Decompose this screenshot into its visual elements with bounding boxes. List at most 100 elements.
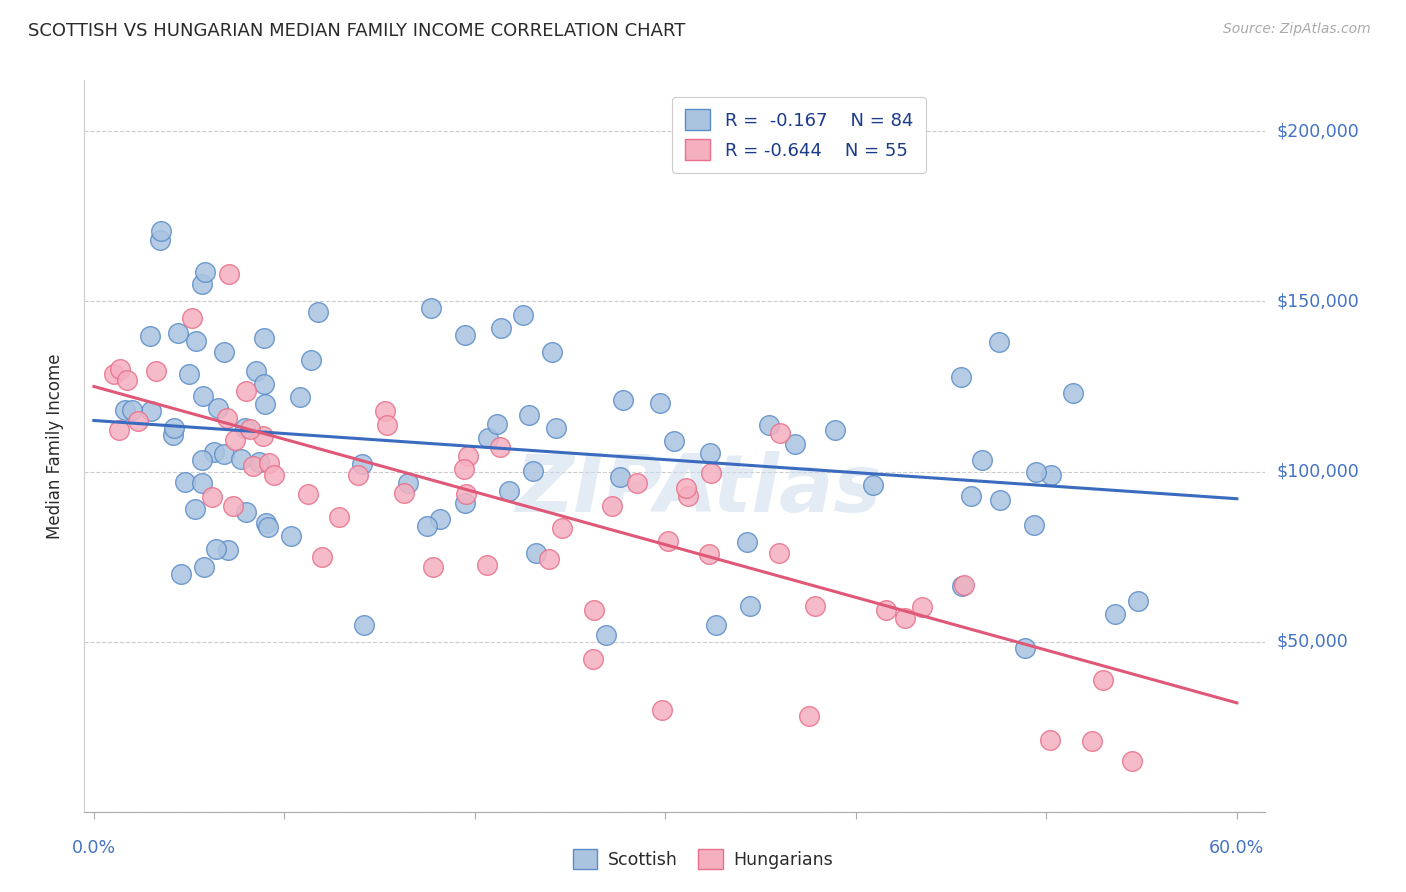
Point [676, 489, 699, 503]
Point [1024, 517, 1046, 532]
Point [215, 411, 238, 425]
Point [657, 533, 679, 548]
Point [422, 560, 444, 574]
Point [1040, 468, 1063, 483]
Point [242, 459, 264, 474]
Point [201, 491, 224, 505]
Point [911, 600, 934, 615]
Point [477, 432, 499, 446]
Point [194, 265, 217, 279]
Point [177, 367, 200, 381]
Point [769, 425, 792, 440]
Point [222, 499, 245, 513]
Point [191, 475, 214, 490]
Point [173, 475, 195, 489]
Point [218, 267, 240, 281]
Point [162, 428, 184, 442]
Point [950, 579, 973, 593]
Point [416, 518, 439, 533]
Point [526, 546, 548, 560]
Point [253, 397, 276, 411]
Point [454, 328, 477, 343]
Point [697, 547, 720, 561]
Point [1014, 641, 1036, 656]
Point [582, 652, 605, 666]
Point [396, 476, 419, 491]
Point [214, 448, 236, 462]
Point [1091, 673, 1114, 687]
Point [477, 558, 499, 573]
Point [392, 486, 415, 500]
Point [988, 493, 1011, 508]
Point [145, 363, 167, 377]
Point [699, 446, 721, 460]
Point [489, 321, 512, 335]
Point [191, 453, 214, 467]
Point [103, 367, 125, 381]
Point [1039, 733, 1062, 747]
Point [797, 709, 820, 723]
Point [546, 421, 568, 435]
Point [328, 509, 350, 524]
Point [193, 560, 215, 574]
Point [893, 611, 915, 625]
Point [311, 549, 333, 564]
Point [950, 369, 973, 384]
Point [489, 440, 512, 454]
Point [959, 489, 981, 503]
Point [512, 308, 534, 322]
Point [1025, 466, 1047, 480]
Point [740, 599, 762, 613]
Point [972, 453, 994, 467]
Point [1080, 733, 1102, 747]
Point [453, 461, 475, 475]
Point [224, 434, 246, 448]
Point [247, 455, 270, 469]
Point [257, 456, 280, 470]
Legend: Scottish, Hungarians: Scottish, Hungarians [567, 842, 839, 876]
Point [486, 417, 509, 431]
Point [115, 373, 138, 387]
Point [651, 703, 673, 717]
Text: 60.0%: 60.0% [1209, 839, 1264, 857]
Text: $100,000: $100,000 [1277, 463, 1360, 481]
Point [167, 326, 190, 341]
Point [595, 628, 617, 642]
Point [163, 421, 186, 435]
Point [758, 418, 780, 433]
Text: ZIPAtlas: ZIPAtlas [516, 450, 882, 529]
Point [169, 567, 191, 582]
Point [602, 499, 624, 513]
Point [522, 464, 544, 478]
Point [235, 505, 257, 519]
Point [346, 468, 368, 483]
Point [149, 224, 172, 238]
Point [551, 521, 574, 535]
Point [457, 449, 479, 463]
Point [299, 352, 322, 367]
Point [149, 233, 172, 247]
Point [1126, 594, 1149, 608]
Point [254, 516, 277, 530]
Point [108, 423, 131, 437]
Point [374, 404, 396, 418]
Point [420, 301, 443, 316]
Point [768, 546, 790, 560]
Point [650, 396, 672, 410]
Point [609, 470, 631, 484]
Point [454, 495, 477, 509]
Point [207, 401, 229, 416]
Legend: R =  -0.167    N = 84, R = -0.644    N = 55: R = -0.167 N = 84, R = -0.644 N = 55 [672, 96, 925, 173]
Point [245, 364, 267, 378]
Point [700, 466, 723, 480]
Point [138, 329, 160, 343]
Point [190, 277, 212, 292]
Point [141, 404, 163, 418]
Point [184, 501, 207, 516]
Point [875, 603, 897, 617]
Point [803, 599, 825, 613]
Point [785, 436, 807, 450]
Point [186, 334, 208, 349]
Point [297, 487, 319, 501]
Point [517, 408, 540, 422]
